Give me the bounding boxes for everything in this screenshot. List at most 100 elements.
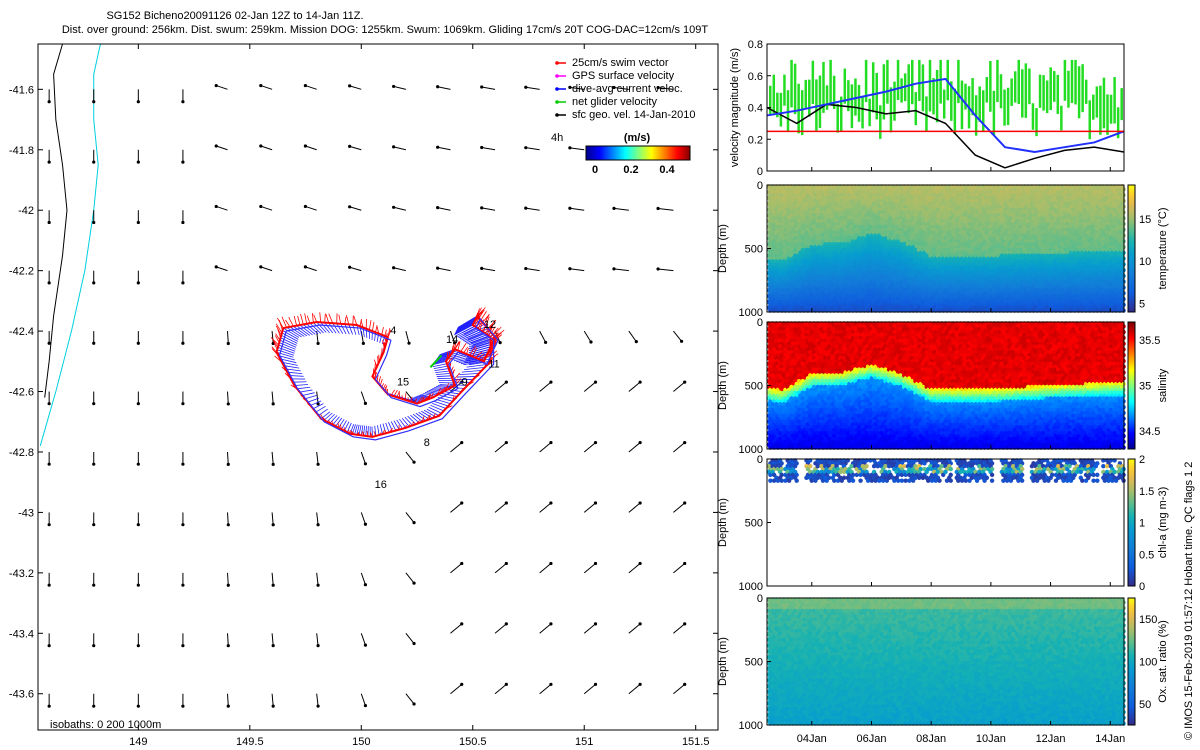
current-vector — [309, 322, 322, 334]
geo-velocity-arrowhead — [460, 501, 464, 505]
colorbar-tick-label: 0.4 — [659, 164, 675, 176]
current-vector — [299, 389, 313, 393]
current-vector — [415, 412, 427, 421]
current-vector — [340, 323, 347, 335]
geo-velocity-arrow — [673, 330, 682, 342]
geo-velocity-arrowhead — [226, 644, 230, 648]
geo-velocity-arrow — [481, 146, 496, 151]
geo-velocity-arrow — [316, 451, 319, 465]
geo-velocity-arrowhead — [638, 682, 642, 686]
geo-velocity-arrowhead — [361, 341, 365, 345]
geo-velocity-arrow — [673, 442, 686, 453]
geo-velocity-arrowhead — [638, 561, 642, 566]
geo-velocity-arrow — [628, 623, 641, 634]
day-label: 11 — [488, 358, 499, 370]
geo-velocity-arrowhead — [92, 644, 96, 648]
current-vector — [428, 406, 442, 414]
legend-swatch-head — [555, 100, 559, 104]
geo-velocity-arrow — [628, 563, 641, 574]
geo-velocity-arrowhead — [504, 501, 508, 505]
velocity-bar — [879, 105, 882, 139]
geo-velocity-arrow — [271, 512, 274, 525]
velocity-bar — [928, 59, 932, 112]
velocity-bar — [871, 62, 875, 113]
map-xtick-label: 151 — [575, 736, 593, 748]
geo-velocity-arrowhead — [181, 160, 185, 164]
current-vector — [432, 363, 447, 368]
geo-velocity-arrow — [405, 512, 415, 523]
velocity-bar — [1102, 77, 1106, 129]
geo-velocity-arrowhead — [136, 462, 140, 466]
geo-velocity-arrowhead — [656, 86, 660, 90]
geo-velocity-arrowhead — [504, 622, 508, 626]
current-vector — [377, 425, 380, 436]
geo-velocity-arrow — [305, 205, 317, 211]
geo-velocity-arrowhead — [498, 341, 502, 345]
geo-velocity-arrow — [360, 451, 366, 464]
velocity-bar — [818, 75, 822, 128]
velocity-bar — [1095, 86, 1099, 118]
swim-vector — [325, 313, 330, 324]
velocity-ytick-label: 0.4 — [748, 103, 763, 115]
geo-velocity-arrow — [494, 563, 507, 574]
geo-velocity-arrow — [628, 442, 641, 453]
velocity-bar — [1042, 75, 1045, 111]
velocity-bar — [1045, 80, 1049, 114]
geo-velocity-arrowhead — [47, 402, 51, 406]
geo-velocity-arrowhead — [316, 704, 320, 708]
geo-velocity-arrowhead — [436, 206, 440, 210]
swim-vector — [346, 315, 350, 325]
geo-velocity-arrowhead — [316, 644, 320, 648]
geo-velocity-arrow — [360, 572, 366, 585]
geo-velocity-arrowhead — [259, 265, 263, 269]
geo-velocity-arrowhead — [480, 266, 484, 270]
current-vector — [349, 424, 355, 434]
colorbar-tick-label: 0 — [592, 164, 598, 176]
velocity-bar — [935, 70, 939, 123]
legend-label: sfc geo. vel. 14-Jan-2010 — [572, 109, 696, 121]
geo-velocity-arrowhead — [271, 644, 275, 648]
geo-velocity-arrowhead — [593, 682, 598, 686]
velocity-bar — [825, 85, 829, 110]
current-vector — [281, 332, 298, 342]
geo-velocity-arrowhead — [47, 100, 51, 104]
geo-velocity-arrowhead — [136, 100, 140, 104]
map-xtick-label: 149 — [129, 736, 147, 748]
map-xtick-label: 150.5 — [459, 736, 487, 748]
geo-velocity-arrowhead — [549, 501, 553, 505]
current-vector — [434, 368, 449, 372]
map-ytick-label: -42.6 — [9, 387, 34, 399]
velocity-bar — [896, 59, 900, 100]
geo-velocity-arrow — [494, 683, 507, 695]
geo-velocity-arrow — [393, 146, 406, 151]
geo-velocity-arrows — [47, 83, 687, 708]
geo-velocity-arrowhead — [214, 144, 218, 148]
colorbar-tick-label: 0.2 — [623, 164, 638, 176]
current-vector — [407, 415, 417, 425]
current-vector — [312, 403, 324, 410]
figure-title-line2: Dist. over ground: 256km. Dist. swum: 25… — [61, 24, 709, 36]
current-vector — [465, 326, 487, 337]
current-vector — [426, 408, 440, 417]
geo-velocity-arrowhead — [136, 644, 140, 648]
geo-velocity-arrow — [658, 87, 674, 90]
current-vector — [304, 395, 317, 400]
map-ytick-label: -43.6 — [9, 689, 34, 701]
velocity-bar — [1013, 71, 1017, 103]
geo-velocity-arrowhead — [226, 583, 230, 587]
velocity-bar — [978, 86, 981, 122]
geo-velocity-arrowhead — [407, 341, 411, 345]
current-vector — [464, 366, 485, 371]
velocity-bar — [942, 89, 946, 119]
geo-velocity-arrow — [628, 502, 641, 513]
current-vector — [316, 321, 327, 333]
geo-velocity-arrow — [673, 381, 686, 392]
current-vector — [324, 322, 334, 334]
geo-velocity-arrowhead — [612, 267, 616, 271]
day-label: 16 — [375, 479, 387, 491]
velocity-bar — [811, 60, 815, 104]
velocity-bar — [1099, 85, 1102, 135]
geo-velocity-arrow — [481, 86, 496, 90]
current-vector — [346, 422, 352, 433]
